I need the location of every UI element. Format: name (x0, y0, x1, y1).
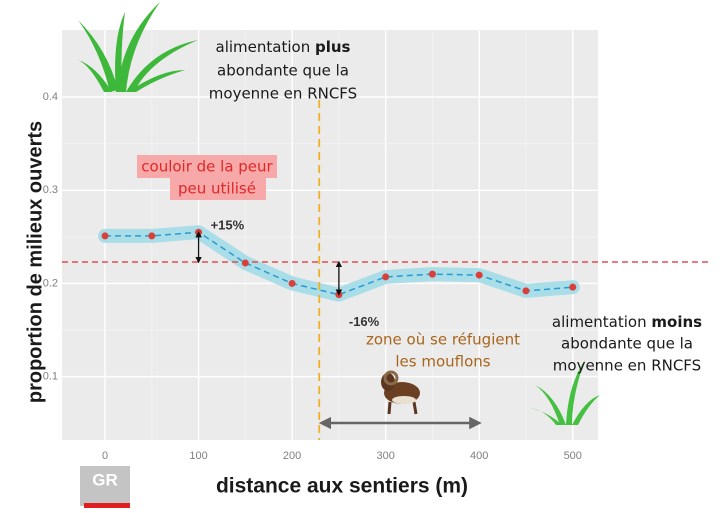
point (382, 273, 389, 280)
point (476, 272, 483, 279)
annotation: peu utilisé (178, 180, 256, 198)
y-tick-label: 0.2 (43, 277, 58, 289)
annotation: moyenne en RNCFS (553, 357, 701, 375)
difference-label: +15% (211, 218, 245, 233)
point (522, 287, 529, 294)
x-tick-label: 100 (189, 450, 207, 462)
annotation-emphasis: moins (651, 313, 702, 331)
annotation-emphasis: plus (315, 38, 351, 56)
point (429, 271, 436, 278)
annotation: abondante que la (561, 335, 693, 353)
y-tick-label: 0.1 (43, 371, 58, 383)
x-tick-label: 500 (564, 450, 582, 462)
point (148, 232, 155, 239)
annotation: moyenne en RNCFS (209, 85, 357, 103)
difference-label: -16% (349, 314, 380, 329)
chart: couloir de la peur peu utilisé zone où s… (0, 0, 721, 513)
x-axis-label: distance aux sentiers (m) (216, 475, 468, 498)
logo: GR (80, 466, 130, 508)
x-tick-label: 400 (470, 450, 488, 462)
x-tick-label: 200 (283, 450, 301, 462)
annotation: zone où se réfugient (366, 331, 520, 349)
logo-stripe (84, 503, 130, 508)
x-tick-label: 0 (102, 450, 108, 462)
point (242, 259, 249, 266)
x-tick-label: 300 (376, 450, 394, 462)
annotation: couloir de la peur (141, 158, 273, 176)
annotation: alimentation (552, 313, 647, 331)
y-tick-label: 0.3 (43, 184, 58, 196)
y-axis-label: proportion de milieux ouverts (24, 121, 46, 403)
annotation: alimentation (216, 38, 311, 56)
point (102, 232, 109, 239)
point (289, 280, 296, 287)
point (569, 284, 576, 291)
annotation: alimentation moins (552, 313, 702, 331)
annotation: alimentation plus (216, 38, 351, 56)
y-tick-label: 0.4 (43, 91, 58, 103)
annotation: abondante que la (217, 62, 349, 80)
logo-text: GR (92, 470, 118, 489)
annotation: les mouflons (395, 353, 490, 371)
